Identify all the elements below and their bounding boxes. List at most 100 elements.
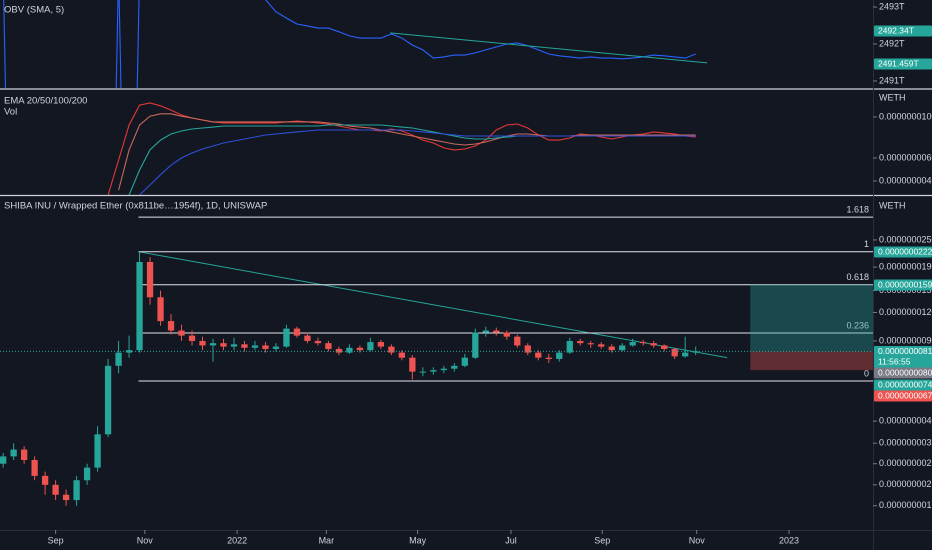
candle-body	[577, 340, 584, 344]
candle-body	[556, 352, 563, 359]
candle-body	[629, 342, 636, 346]
candle-body	[472, 332, 479, 358]
price-badge	[874, 58, 932, 70]
pane-title: OBV (SMA, 5)	[4, 5, 64, 16]
candle-body	[188, 335, 196, 341]
candle-body	[608, 346, 615, 351]
price-badge	[874, 367, 932, 379]
x-tick-label: Sep	[48, 535, 64, 545]
indicator-line	[139, 129, 696, 195]
x-tick-label: Sep	[594, 535, 610, 545]
candle-body	[94, 434, 101, 468]
price-badge-text: 2492.34T	[878, 26, 914, 36]
candle-body	[52, 484, 59, 495]
trendline	[138, 251, 728, 359]
candle-body	[598, 344, 605, 347]
candle-body	[671, 348, 678, 357]
candle-body	[262, 345, 269, 349]
candle-body	[314, 340, 322, 344]
candle-body	[73, 480, 80, 501]
candle-body	[388, 346, 395, 353]
y-tick-label: 0.0000000017	[879, 500, 932, 510]
y-tick-label: 0.0000000026	[879, 458, 932, 468]
obv-pane	[3, 0, 708, 88]
y-tick-label: 0.0000000045	[879, 175, 932, 185]
pane-title: SHIBA INU / Wrapped Ether (0x811be…1954f…	[4, 201, 267, 212]
candle-body	[514, 336, 521, 346]
y-tick-label: 0.0000000032	[879, 438, 932, 448]
fib-label: 1.618	[846, 204, 869, 214]
candle-body	[0, 456, 7, 464]
candle-body	[640, 342, 647, 344]
candle-body	[209, 343, 217, 346]
indicator-line	[3, 0, 696, 88]
candle-body	[230, 344, 238, 347]
x-tick-label: 2022	[227, 535, 247, 545]
candle-body	[440, 368, 447, 371]
pane-title: EMA 20/50/100/200	[4, 96, 87, 107]
y-tick-label: 2491T	[879, 75, 905, 85]
candle-body	[272, 346, 280, 349]
candle-body	[83, 467, 91, 481]
price-badge-time: 11:56:55	[878, 356, 911, 366]
trendline	[390, 32, 708, 64]
candle-body	[367, 342, 374, 351]
candle-body	[409, 357, 416, 372]
candle-body	[104, 365, 112, 435]
fib-label: 0	[864, 368, 869, 378]
candle-body	[304, 335, 311, 341]
candle-body	[220, 343, 227, 347]
candle-body	[377, 342, 385, 347]
candle-body	[398, 352, 406, 358]
candle-body	[251, 345, 259, 348]
candle-body	[430, 370, 437, 372]
candle-body	[136, 262, 143, 351]
price-badge-text: 0.0000000074	[878, 380, 932, 390]
fib-label: 0.236	[846, 320, 869, 330]
x-tick-label: Nov	[689, 535, 706, 545]
y-tick-label: 0.0000000190	[879, 261, 932, 271]
candle-body	[661, 345, 668, 349]
y-tick-label: 0.0000000120	[879, 307, 932, 317]
price-badge	[874, 346, 932, 368]
price-pane: 1.618 1 0.618 0.236 0	[0, 204, 873, 506]
x-tick-label: 2023	[779, 535, 799, 545]
y-tick-label: 2493T	[879, 1, 905, 11]
candle-body	[524, 345, 531, 353]
candle-body	[451, 365, 458, 369]
candle-body	[293, 328, 301, 336]
candle-body	[146, 262, 154, 298]
candle-body	[356, 347, 364, 351]
fib-label: 1	[864, 239, 869, 249]
candle-body	[325, 343, 332, 349]
candle-body	[545, 357, 552, 359]
candle-body	[461, 357, 468, 366]
candle-body	[167, 321, 175, 331]
fib-label: 0.618	[846, 272, 869, 282]
y-tick-label: 0.0000000021	[879, 479, 932, 489]
price-badge-text: 0.0000000080	[878, 368, 932, 378]
price-badge-text: 0.0000000067	[878, 391, 932, 401]
price-badge	[874, 25, 932, 37]
candle-body	[535, 352, 542, 358]
candle-body	[493, 330, 500, 333]
unit-label: WETH	[879, 92, 906, 102]
x-tick-label: Nov	[137, 535, 154, 545]
candle-body	[157, 297, 164, 322]
x-tick-label: May	[409, 535, 427, 545]
candle-body	[503, 332, 510, 337]
y-tick-label: 0.0000000060	[879, 152, 932, 162]
price-badge-text: 0.0000000159	[878, 280, 932, 290]
axes: 2493T 2492T 2491T 0.0000000100 0.0000000060 0…	[48, 1, 932, 545]
candle-body	[419, 371, 427, 373]
candle-body	[241, 344, 248, 348]
price-badge	[874, 379, 932, 391]
price-badge	[874, 279, 932, 291]
price-badge	[874, 390, 932, 402]
ema-pane	[107, 102, 696, 195]
position-stop	[750, 351, 873, 371]
price-badge-text: 0.0000000222	[878, 247, 932, 257]
candle-body	[650, 343, 657, 346]
candle-body	[31, 459, 38, 476]
